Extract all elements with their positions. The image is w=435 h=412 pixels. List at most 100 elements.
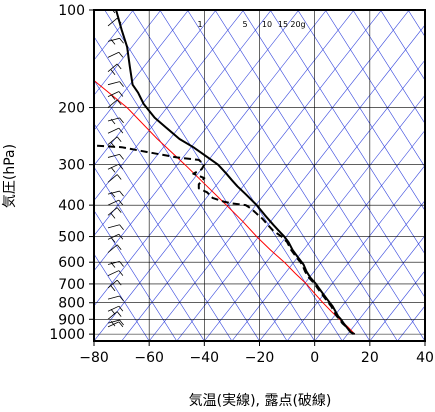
x-tick-label: 20 — [361, 350, 379, 366]
wind-barb — [107, 136, 122, 148]
wind-barb-flag — [119, 38, 124, 44]
y-tick-label: 900 — [58, 312, 85, 328]
isotherm-line — [94, 10, 300, 272]
adiabat-line — [187, 10, 398, 341]
wind-barb-staff — [107, 117, 120, 122]
skew-isotherm-lines — [94, 10, 425, 341]
isotherm-line — [369, 270, 425, 341]
wind-barb-staff — [107, 99, 118, 108]
wind-barb-staff — [107, 127, 120, 134]
wind-barb — [107, 199, 124, 206]
y-tick-label: 800 — [58, 296, 85, 312]
adiabat-line — [297, 10, 425, 212]
wind-barb-staff — [107, 190, 120, 195]
adiabat-line — [352, 10, 425, 125]
isotherm-line — [94, 10, 217, 166]
wind-barb-staff — [107, 63, 118, 72]
wind-barb-flag — [110, 69, 116, 75]
wind-barb — [107, 174, 122, 183]
y-axis-label: 気圧(hPa) — [2, 144, 18, 208]
wind-barb — [107, 190, 124, 198]
adiabat-line — [94, 123, 233, 341]
isotherm-line — [121, 10, 382, 341]
adiabat-line — [269, 10, 425, 255]
wind-barb-flag — [110, 94, 116, 100]
isotherm-line — [342, 235, 425, 341]
isotherm-line — [94, 10, 244, 202]
wind-barb-flag — [110, 309, 116, 315]
adiabat-line — [94, 166, 205, 341]
y-tick-label: 700 — [58, 277, 85, 293]
wind-barb-flag — [110, 118, 116, 125]
adiabat-line — [94, 36, 288, 341]
isotherm-line — [176, 24, 425, 341]
wind-barb-staff — [107, 295, 120, 300]
isotherm-line — [94, 10, 189, 131]
wind-barb-staff — [107, 17, 118, 27]
wind-barb-flag — [116, 17, 122, 24]
wind-barb-flag — [119, 224, 124, 230]
wind-barb — [107, 233, 124, 243]
wind-barb-staff — [107, 174, 118, 183]
adiabat-line — [214, 10, 425, 341]
wind-barb-staff — [107, 261, 120, 265]
wind-barb — [107, 51, 124, 58]
wind-barb-flag — [110, 142, 116, 148]
mixing-ratio-labels: 1 5 10 15 20g — [197, 20, 305, 29]
x-tick-label: −60 — [134, 350, 164, 366]
isotherm-line — [94, 10, 272, 237]
wind-barb-flag — [119, 81, 124, 87]
wind-barb-flag — [118, 91, 124, 97]
wind-barb-staff — [107, 305, 120, 312]
wind-barb-staff — [107, 37, 120, 42]
wind-barb — [107, 244, 122, 253]
wind-barb-flag — [119, 319, 124, 326]
wind-barb — [107, 99, 122, 108]
wind-barb-flag — [110, 167, 116, 173]
wind-barb-staff — [107, 153, 120, 158]
wind-barb-flag — [119, 117, 124, 124]
y-tick-label: 100 — [58, 3, 85, 19]
wind-barb — [107, 295, 124, 302]
isotherm-line — [148, 10, 410, 341]
wind-barb — [107, 321, 124, 328]
adiabat-line — [131, 10, 343, 341]
wind-barb-staff — [107, 91, 120, 97]
wind-barb — [107, 91, 124, 100]
wind-barb-flag — [119, 154, 124, 160]
wind-barb-staff — [107, 136, 118, 145]
wind-barb-staff — [107, 224, 120, 229]
wind-barb-flag — [118, 163, 124, 170]
wind-barb — [107, 319, 124, 327]
wind-barb-flag — [118, 234, 124, 240]
wind-barb-flag — [110, 191, 116, 198]
wind-barb — [107, 117, 124, 125]
wind-barb — [107, 279, 122, 292]
y-tick-label: 500 — [58, 230, 85, 246]
wind-barb — [107, 127, 124, 134]
adiabat-line — [380, 10, 425, 81]
wind-barb-flag — [119, 295, 124, 302]
wind-barb-flag — [118, 199, 124, 206]
y-tick-label: 600 — [58, 255, 85, 271]
wind-barb-flag — [116, 207, 122, 213]
wind-barb — [107, 37, 124, 45]
series-group — [94, 10, 356, 335]
dewpoint-line — [94, 144, 354, 335]
x-axis-label: 気温(実線), 露点(破線) — [189, 393, 332, 409]
wind-barb — [107, 270, 124, 277]
wind-barb-staff — [107, 207, 118, 216]
wind-barb-flag — [116, 174, 122, 180]
wind-barb-staff — [107, 279, 118, 289]
wind-barb-flag — [116, 311, 122, 317]
wind-barb-flag — [119, 190, 124, 197]
x-tick-label: −80 — [79, 350, 109, 366]
isotherm-line — [204, 59, 425, 341]
wind-barb-staff — [107, 199, 120, 206]
x-axis-ticks: −80 −60 −40 −20 0 20 40 — [79, 341, 434, 366]
x-tick-label: −20 — [245, 350, 275, 366]
wind-barb-flag — [110, 320, 116, 327]
wind-barb — [107, 207, 122, 219]
mixing-ratio-label: 20g — [290, 20, 305, 29]
wind-barb — [107, 305, 124, 315]
